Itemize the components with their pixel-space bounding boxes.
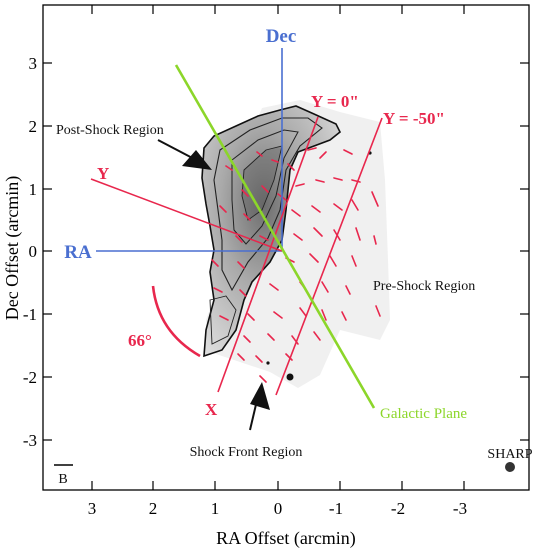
y-tick-label: -2 <box>23 368 37 387</box>
y-tick-label: 0 <box>29 242 38 261</box>
dec-axis-label: Dec <box>266 26 297 47</box>
angle-label: 66° <box>128 331 152 350</box>
x-tick-label: 1 <box>211 499 220 518</box>
ra-axis-label: RA <box>64 242 92 263</box>
y-tick-label: 2 <box>29 117 38 136</box>
x-tick-label: 3 <box>88 499 97 518</box>
x-axis-label: X <box>205 400 218 419</box>
angle-arc <box>151 285 201 358</box>
y-tick-label: 1 <box>29 180 38 199</box>
galactic-plane-line <box>174 64 376 409</box>
y-axis-label: Y <box>97 164 109 183</box>
y-tick-label: -1 <box>23 305 37 324</box>
sharp-label: SHARP <box>487 447 532 462</box>
y-zero-line <box>217 116 319 393</box>
x-tick-label: -3 <box>453 499 467 518</box>
galactic-plane-label: Galactic Plane <box>380 406 467 422</box>
post-shock-label: Post-Shock Region <box>56 123 164 138</box>
shock-front-label: Shock Front Region <box>190 445 303 460</box>
x-tick-label: -2 <box>391 499 405 518</box>
plot-frame <box>42 4 530 491</box>
beam-marker <box>505 462 515 472</box>
y-tick-label: 3 <box>29 54 38 73</box>
polarization-vectors <box>211 147 381 383</box>
y-tick-label: -3 <box>23 431 37 450</box>
y-axis-title: Dec Offset (arcmin) <box>2 176 23 321</box>
y-zero-label: Y = 0" <box>311 92 359 111</box>
pre-shock-label: Pre-Shock Region <box>373 279 475 294</box>
post-shock-arrow <box>157 139 212 170</box>
y-tick-labels: 3 2 1 0 -1 -2 -3 <box>23 54 37 450</box>
x-tick-label: 0 <box>274 499 283 518</box>
tick-marks <box>43 5 529 490</box>
beam-label: B <box>58 472 67 487</box>
y-minus50-label: Y = -50" <box>383 109 445 128</box>
shock-front-arrow <box>249 382 270 431</box>
x-tick-labels: 3 2 1 0 -1 -2 -3 <box>88 499 467 518</box>
x-tick-label: 2 <box>149 499 158 518</box>
x-tick-label: -1 <box>329 499 343 518</box>
x-axis-title: RA Offset (arcmin) <box>216 528 356 549</box>
y-minus50-line <box>275 117 383 396</box>
y-direction-line <box>90 178 283 252</box>
